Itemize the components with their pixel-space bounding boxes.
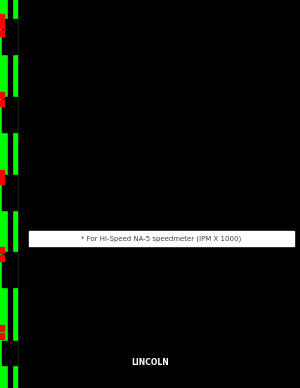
Bar	[0, 100, 4, 106]
Bar	[8, 0, 12, 388]
Bar	[0, 170, 4, 176]
Bar	[2, 341, 16, 365]
Bar	[0, 14, 4, 21]
Bar	[0, 333, 4, 339]
Bar	[2, 19, 16, 54]
Bar	[0, 0, 16, 388]
Bar	[2, 252, 16, 287]
Bar	[0, 325, 4, 331]
Bar	[2, 97, 16, 132]
Bar	[0, 255, 4, 261]
Bar	[28, 231, 294, 246]
Bar	[2, 175, 16, 210]
Bar	[0, 92, 4, 98]
Bar	[0, 22, 4, 28]
Bar	[0, 30, 4, 36]
Bar	[0, 247, 4, 253]
Bar	[0, 177, 4, 184]
Text: LINCOLN: LINCOLN	[131, 358, 169, 367]
Text: * For Hi-Speed NA-5 speedmeter (IPM X 1000): * For Hi-Speed NA-5 speedmeter (IPM X 10…	[81, 236, 242, 242]
